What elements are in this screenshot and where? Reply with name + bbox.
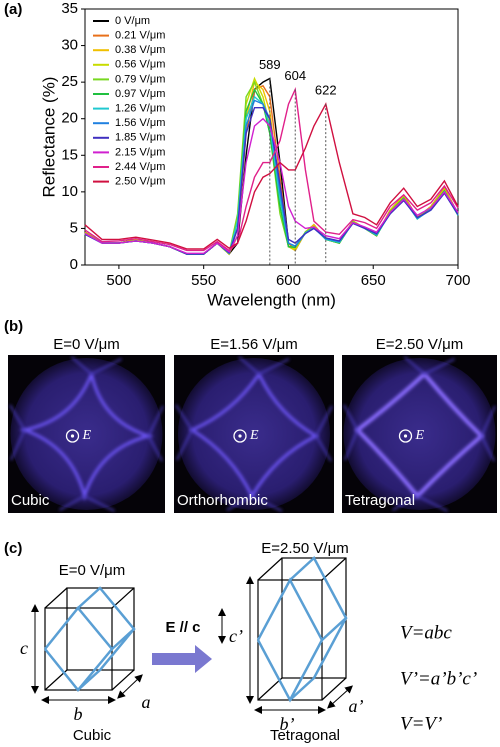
- legend-label: 0.97 V/μm: [115, 88, 165, 100]
- legend-label: 0.79 V/μm: [115, 73, 165, 85]
- diagram-title: E=2.50 V/μm: [261, 540, 348, 557]
- dim-arrow: [117, 674, 143, 699]
- field-symbol-dot: [238, 434, 242, 438]
- dim-label: a’: [349, 696, 364, 716]
- dim-label: c: [20, 638, 28, 658]
- image-pattern-tail: [9, 356, 164, 512]
- y-tick-label: 15: [61, 146, 78, 163]
- phase-label: Tetragonal: [345, 492, 415, 509]
- legend-label: 1.26 V/μm: [115, 103, 165, 115]
- x-tick-label: 500: [106, 272, 131, 289]
- dim-label: c’: [229, 626, 243, 646]
- image-row: E=0 V/μm E Cubic E=1.56 V/μm E Orthorhombic E=…: [8, 336, 497, 513]
- x-tick-label: 650: [361, 272, 386, 289]
- phase-label: Orthorhombic: [177, 492, 268, 509]
- x-axis-label: Wavelength (nm): [207, 290, 336, 309]
- panel-label: (c): [4, 540, 22, 557]
- panel-label: (b): [4, 318, 23, 335]
- image-title: E=2.50 V/μm: [376, 336, 463, 353]
- image-disc: [343, 358, 496, 510]
- cube-cubic-plane: [44, 586, 136, 692]
- field-symbol-dot: [403, 434, 408, 438]
- image-disc: [178, 358, 330, 510]
- field-symbol: [398, 429, 413, 443]
- peak-label: 604: [284, 68, 306, 83]
- image-title: E=1.56 V/μm: [210, 336, 297, 353]
- legend-label: 0.38 V/μm: [115, 44, 165, 56]
- image-pattern-tail: [343, 356, 496, 512]
- image-disc: [10, 358, 163, 510]
- y-tick-label: 5: [70, 219, 78, 236]
- y-tick-label: 10: [61, 183, 78, 200]
- equation: V=V’: [400, 713, 442, 734]
- cube-tetragonal-plane: [256, 555, 348, 703]
- y-tick-label: 30: [61, 37, 78, 54]
- diagram-caption: Cubic: [73, 727, 112, 744]
- image-title: E=0 V/μm: [53, 336, 120, 353]
- panel-label: (a): [4, 1, 22, 18]
- field-arrow: [152, 645, 212, 673]
- x-tick-label: 600: [276, 272, 301, 289]
- legend-label: 2.50 V/μm: [115, 176, 165, 188]
- field-symbol-dot: [70, 434, 75, 438]
- equation: V=abc: [400, 622, 452, 643]
- peak-label: 622: [315, 83, 337, 98]
- y-tick-label: 0: [70, 256, 78, 273]
- plot-frame: [84, 8, 459, 266]
- dim-label: b’: [280, 714, 295, 734]
- y-tick-label: 35: [61, 0, 78, 17]
- legend-label: 0 V/μm: [115, 15, 150, 27]
- arrow-label: E // c: [165, 619, 200, 636]
- y-tick-label: 20: [61, 110, 78, 127]
- diagram-title: E=0 V/μm: [59, 562, 126, 579]
- diagram-caption: Tetragonal: [270, 727, 340, 744]
- legend-label: 0.21 V/μm: [115, 30, 165, 42]
- x-tick-label: 550: [191, 272, 216, 289]
- dim-arrow: [327, 685, 353, 709]
- dim-label: a: [142, 692, 151, 712]
- legend-label: 1.56 V/μm: [115, 117, 165, 129]
- dim-label: b: [74, 704, 83, 724]
- legend-label: 1.85 V/μm: [115, 132, 165, 144]
- legend-label: 2.15 V/μm: [115, 146, 165, 158]
- plot-area: 0 5 10 15 20 25 30 35 500 550 600 650 700 Wavelength …: [39, 0, 470, 309]
- y-axis-label: Reflectance (%): [39, 77, 58, 198]
- image-pattern-tail: [175, 356, 333, 512]
- series-line: [84, 86, 459, 252]
- legend-label: 2.44 V/μm: [115, 161, 165, 173]
- field-label: E: [415, 428, 425, 443]
- peak-label: 589: [259, 57, 281, 72]
- field-label: E: [249, 428, 259, 443]
- series-line: [84, 102, 459, 250]
- equation: V’=a’b’c’: [400, 668, 477, 689]
- field-label: E: [82, 428, 92, 443]
- field-symbol: [65, 429, 80, 443]
- legend-label: 0.56 V/μm: [115, 59, 165, 71]
- y-tick-label: 25: [61, 73, 78, 90]
- x-tick-label: 700: [445, 272, 470, 289]
- diagram: E=0 V/μm c b a Cubic E // c E=2.50 V/μm …: [20, 540, 477, 744]
- field-symbol: [233, 429, 247, 443]
- phase-label: Cubic: [11, 492, 50, 509]
